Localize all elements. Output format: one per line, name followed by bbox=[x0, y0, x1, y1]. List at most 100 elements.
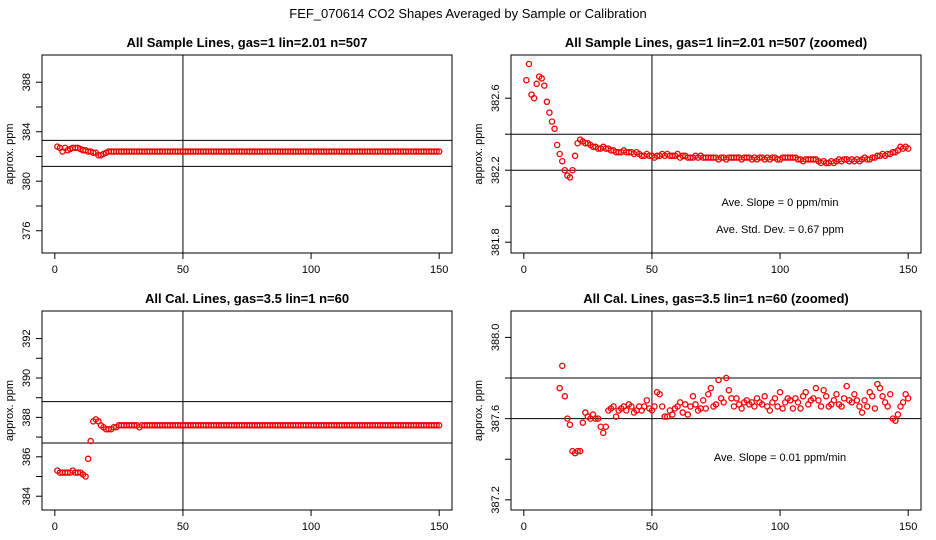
data-point bbox=[643, 397, 651, 404]
x-tick-label: 50 bbox=[177, 521, 189, 533]
data-point bbox=[815, 397, 822, 404]
data-point bbox=[576, 447, 584, 455]
data-point bbox=[861, 397, 868, 404]
data-point bbox=[892, 417, 899, 424]
data-point bbox=[879, 393, 886, 400]
data-point bbox=[733, 395, 740, 402]
y-tick-label: 382.6 bbox=[490, 84, 502, 112]
data-point bbox=[546, 109, 553, 116]
x-tick-label: 100 bbox=[771, 264, 789, 276]
data-point bbox=[812, 384, 820, 392]
data-point bbox=[551, 125, 558, 133]
data-point bbox=[692, 401, 699, 408]
data-point bbox=[707, 384, 715, 392]
y-tick-label: 384 bbox=[21, 123, 33, 141]
chart-title: All Sample Lines, gas=1 lin=2.01 n=507 bbox=[127, 35, 368, 50]
x-tick-label: 100 bbox=[302, 264, 320, 276]
plot-frame bbox=[510, 54, 922, 254]
data-point bbox=[641, 403, 648, 410]
chart-panel-4: All Cal. Lines, gas=3.5 lin=1 n=60 (zoom… bbox=[473, 291, 922, 533]
data-point bbox=[789, 405, 797, 412]
data-point bbox=[556, 150, 563, 158]
y-tick-label: 388.0 bbox=[490, 324, 502, 352]
figure-title: FEF_070614 CO2 Shapes Averaged by Sample… bbox=[289, 6, 647, 21]
data-point bbox=[559, 157, 566, 165]
data-point bbox=[863, 403, 871, 410]
data-point bbox=[738, 405, 745, 412]
y-tick-label: 390 bbox=[21, 369, 33, 387]
data-point bbox=[830, 397, 838, 404]
data-point bbox=[90, 149, 97, 157]
data-point bbox=[887, 391, 894, 398]
y-tick-label: 384 bbox=[21, 487, 33, 505]
data-point bbox=[612, 413, 620, 420]
data-point bbox=[871, 405, 879, 412]
y-axis-label: approx. ppm bbox=[4, 123, 16, 184]
x-tick-label: 100 bbox=[771, 521, 789, 533]
y-tick-label: 376 bbox=[21, 222, 33, 240]
y-tick-label: 381.8 bbox=[490, 228, 502, 256]
data-point bbox=[676, 399, 684, 406]
data-point bbox=[679, 409, 686, 416]
plot-frame bbox=[510, 310, 922, 511]
data-point bbox=[856, 403, 863, 410]
data-point bbox=[556, 384, 563, 392]
data-point bbox=[548, 118, 556, 125]
data-point bbox=[705, 391, 712, 398]
data-point bbox=[904, 145, 912, 152]
data-point bbox=[566, 174, 574, 181]
data-point bbox=[876, 384, 884, 392]
data-point bbox=[669, 411, 676, 418]
y-tick-label: 388 bbox=[21, 73, 33, 91]
data-point bbox=[838, 403, 845, 410]
data-point bbox=[684, 411, 692, 418]
data-point bbox=[538, 75, 546, 82]
data-point bbox=[84, 455, 92, 463]
chart-title: All Cal. Lines, gas=3.5 lin=1 n=60 (zoom… bbox=[583, 291, 849, 306]
plot-frame bbox=[41, 54, 453, 254]
y-tick-label: 382.2 bbox=[490, 156, 502, 184]
data-point bbox=[623, 407, 630, 414]
data-point bbox=[715, 376, 722, 384]
annotation-text: Ave. Slope = 0.01 ppm/min bbox=[714, 452, 846, 464]
data-point bbox=[771, 395, 779, 402]
y-axis-label: approx. ppm bbox=[4, 380, 16, 441]
x-tick-label: 0 bbox=[52, 521, 58, 533]
chart-title: All Cal. Lines, gas=3.5 lin=1 n=60 bbox=[145, 291, 349, 306]
data-point bbox=[561, 393, 569, 400]
chart-panel-1: All Sample Lines, gas=1 lin=2.01 n=507 0 5… bbox=[4, 35, 453, 276]
data-point bbox=[433, 148, 440, 155]
data-point bbox=[843, 382, 850, 390]
data-point bbox=[725, 386, 733, 394]
y-tick-label: 380 bbox=[21, 172, 33, 190]
data-point bbox=[774, 403, 781, 410]
data-point bbox=[730, 403, 738, 410]
y-tick-label: 387.2 bbox=[490, 486, 502, 514]
chart-title: All Sample Lines, gas=1 lin=2.01 n=507 (… bbox=[565, 35, 867, 50]
data-point bbox=[858, 409, 866, 416]
data-point bbox=[802, 388, 809, 396]
data-point bbox=[728, 395, 735, 402]
data-point bbox=[559, 362, 566, 370]
data-point bbox=[571, 152, 579, 160]
data-point bbox=[817, 403, 825, 410]
data-point bbox=[541, 82, 548, 89]
data-point bbox=[822, 393, 830, 400]
data-point bbox=[661, 413, 669, 420]
data-point bbox=[658, 403, 666, 410]
x-tick-label: 50 bbox=[177, 264, 189, 276]
data-point bbox=[628, 403, 635, 410]
data-point bbox=[761, 393, 768, 400]
data-point bbox=[656, 391, 663, 398]
data-point bbox=[869, 393, 876, 400]
data-point bbox=[776, 388, 784, 396]
data-point bbox=[797, 405, 804, 412]
data-point bbox=[651, 403, 658, 410]
data-point bbox=[579, 419, 587, 426]
data-point bbox=[602, 423, 610, 430]
x-tick-label: 150 bbox=[430, 264, 448, 276]
x-tick-label: 0 bbox=[521, 264, 527, 276]
y-tick-label: 392 bbox=[21, 329, 33, 347]
data-point bbox=[594, 415, 602, 422]
